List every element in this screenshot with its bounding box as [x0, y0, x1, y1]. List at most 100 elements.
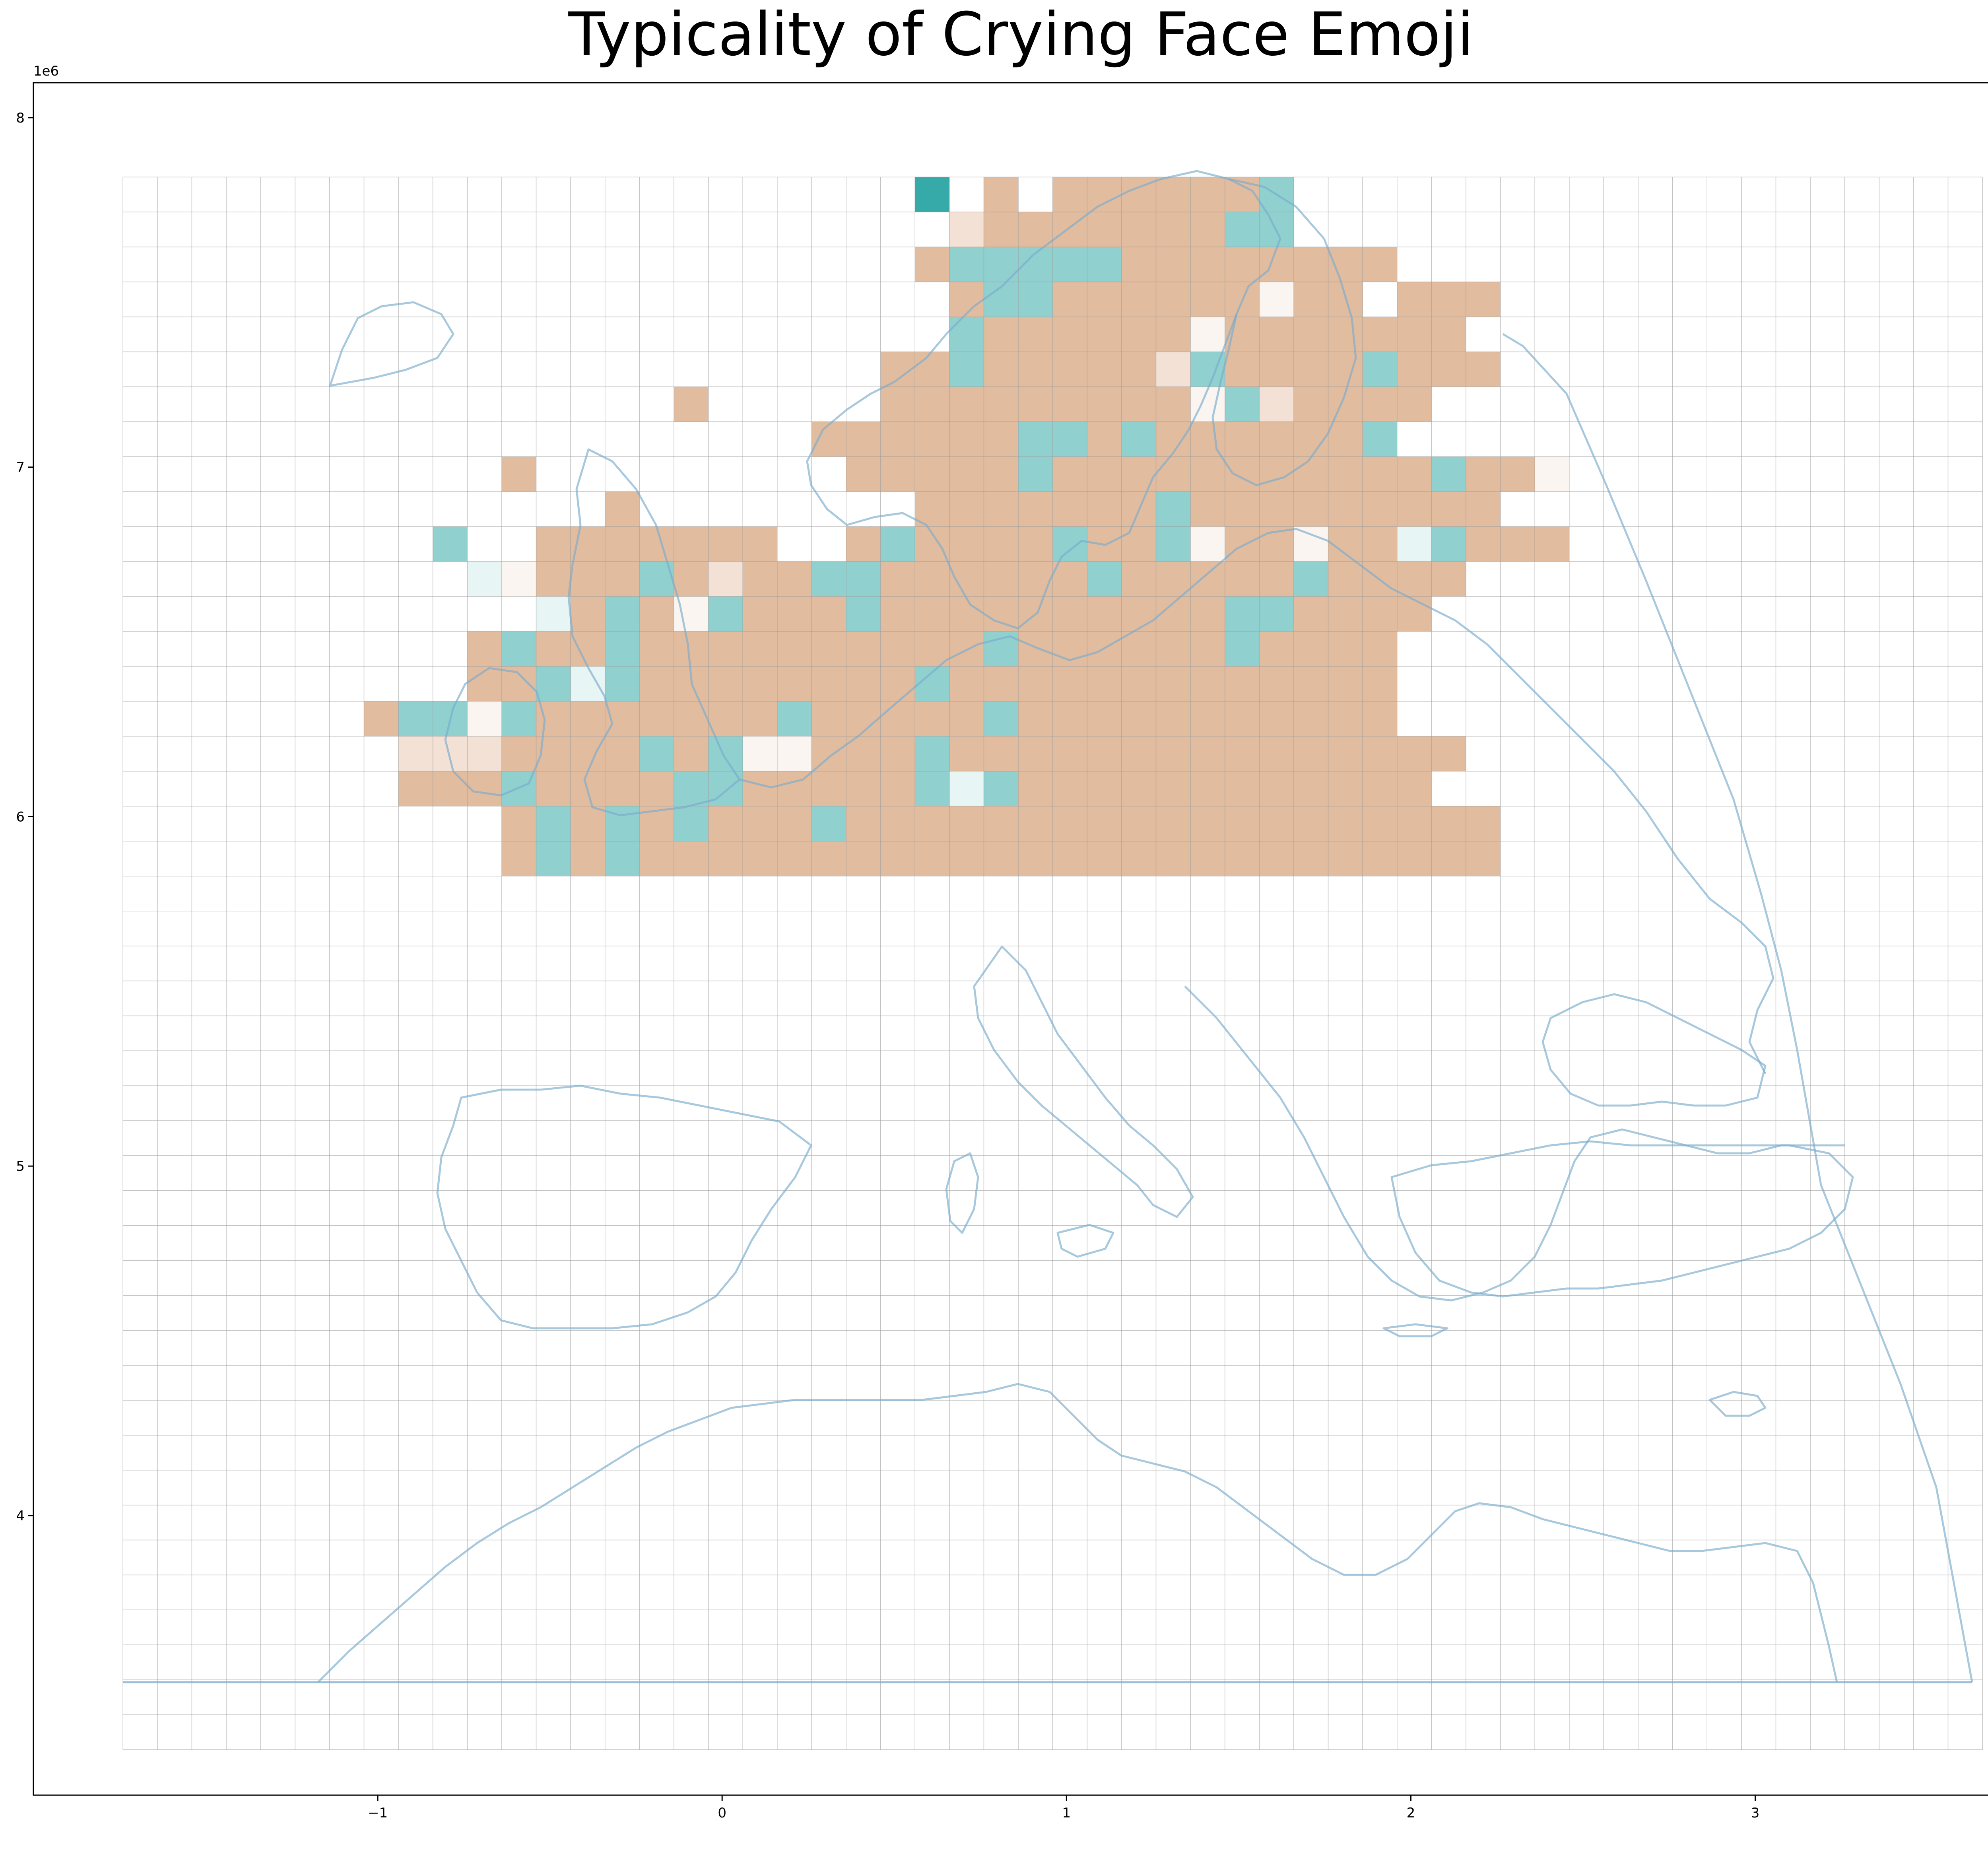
heatmap-cell [1328, 701, 1363, 737]
heatmap-cell [984, 177, 1019, 212]
heatmap-cell [949, 527, 984, 562]
heatmap-cell [915, 387, 949, 422]
heatmap-cell [1121, 701, 1156, 737]
heatmap-cell [812, 841, 846, 876]
heatmap-cell [1397, 387, 1432, 422]
heatmap-cell [1431, 282, 1466, 317]
heatmap-cell [1225, 247, 1260, 282]
heatmap-cell [605, 596, 640, 632]
plot-frame [33, 82, 1988, 1796]
heatmap-cell [915, 247, 949, 282]
heatmap-cell [812, 736, 846, 772]
x-tick-label: 1 [1062, 1805, 1071, 1821]
heatmap-cell [1431, 561, 1466, 597]
heatmap-cell [812, 771, 846, 807]
heatmap-cell [949, 701, 984, 737]
heatmap-cell [949, 806, 984, 841]
heatmap-cell [915, 352, 949, 387]
heatmap-cell [1293, 282, 1328, 317]
heatmap-cell [915, 457, 949, 492]
heatmap-cell [1225, 212, 1260, 247]
heatmap-cell [674, 701, 709, 737]
heatmap-cell [605, 841, 640, 876]
coastline-balkans [1184, 985, 1845, 1302]
heatmap-cell [1190, 631, 1225, 667]
heatmap-cell [1293, 701, 1328, 737]
heatmap-cell [1018, 212, 1053, 247]
heatmap-cell [1431, 841, 1466, 876]
heatmap-cell [674, 806, 709, 841]
heatmap-cell [1087, 317, 1122, 352]
heatmap-cell [846, 527, 881, 562]
heatmap-cell [880, 596, 915, 632]
heatmap-cell [915, 841, 949, 876]
heatmap-cell [1156, 771, 1191, 807]
heatmap-cell [1052, 387, 1087, 422]
heatmap-cell [743, 596, 777, 632]
heatmap-cell [984, 247, 1019, 282]
heatmap-cell [1293, 492, 1328, 527]
heatmap-cell [1190, 212, 1225, 247]
heatmap-cell [1225, 317, 1260, 352]
heatmap-cell [1156, 422, 1191, 457]
heatmap-cell [743, 631, 777, 667]
heatmap-cell [1397, 352, 1432, 387]
heatmap-cell [1087, 457, 1122, 492]
heatmap-cell [1190, 177, 1225, 212]
coastline-iceland [329, 301, 454, 387]
heatmap-cell [984, 806, 1019, 841]
heatmap-cell [1121, 352, 1156, 387]
heatmap-cell [984, 492, 1019, 527]
heatmap-cell [846, 701, 881, 737]
heatmap-cell [1431, 527, 1466, 562]
heatmap-cell [1121, 457, 1156, 492]
heatmap-cell [1190, 247, 1225, 282]
coastline-cyprus [1708, 1391, 1767, 1417]
heatmap-cell [1121, 212, 1156, 247]
heatmap-cell [777, 596, 812, 632]
heatmap-cell [1328, 631, 1363, 667]
heatmap-cell [743, 561, 777, 597]
heatmap-cell [1156, 352, 1191, 387]
heatmap-cell [1156, 282, 1191, 317]
heatmap-cell [1052, 527, 1087, 562]
y-offset-label: 1e6 [33, 63, 59, 79]
heatmap-cell [1052, 352, 1087, 387]
heatmap-cell [1018, 701, 1053, 737]
heatmap-cell [1293, 387, 1328, 422]
heatmap-cell [984, 422, 1019, 457]
heatmap-cell [949, 247, 984, 282]
heatmap-cell [674, 771, 709, 807]
heatmap-cell [433, 527, 468, 562]
coastline-outlines [317, 170, 1973, 1683]
heatmap-cell [1466, 492, 1501, 527]
heatmap-cell [1225, 596, 1260, 632]
heatmap-cell [1156, 561, 1191, 597]
heatmap-cell [1363, 492, 1397, 527]
heatmap-cell [708, 596, 743, 632]
heatmap-cell [846, 457, 881, 492]
heatmap-cell [880, 457, 915, 492]
heatmap-cell [812, 596, 846, 632]
heatmap-cell [1018, 457, 1053, 492]
heatmap-cell [984, 527, 1019, 562]
heatmap-cell [1293, 631, 1328, 667]
heatmap-cell [1259, 806, 1294, 841]
heatmap-cell [398, 736, 433, 772]
heatmap-cell [1363, 247, 1397, 282]
heatmap-cell [1225, 806, 1260, 841]
heatmap-cell [1431, 492, 1466, 527]
heatmap-cells [364, 177, 1569, 876]
heatmap-cell [1363, 701, 1397, 737]
heatmap-cell [571, 806, 605, 841]
heatmap-cell [571, 736, 605, 772]
heatmap-cell [1225, 561, 1260, 597]
heatmap-cell [536, 841, 571, 876]
heatmap-cell [467, 771, 502, 807]
heatmap-cell [1190, 666, 1225, 702]
heatmap-cell [1328, 317, 1363, 352]
heatmap-cell [1293, 561, 1328, 597]
heatmap-cell [1466, 527, 1501, 562]
heatmap-cell [1397, 596, 1432, 632]
heatmap-cell [1121, 561, 1156, 597]
